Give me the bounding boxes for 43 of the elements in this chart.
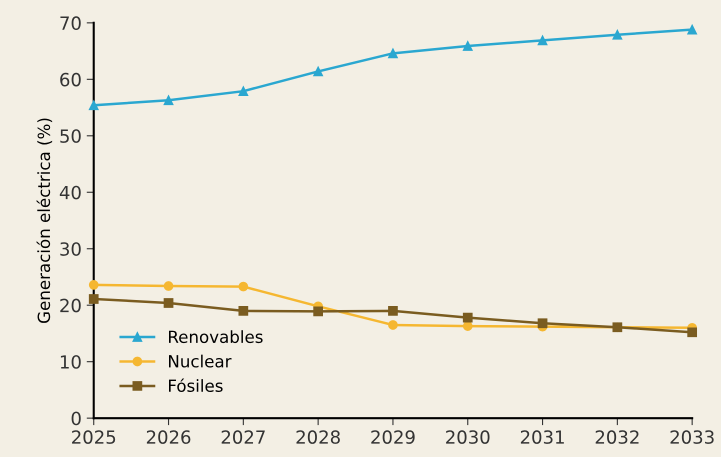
point — [388, 306, 398, 316]
point — [687, 327, 698, 338]
point — [88, 294, 99, 304]
point — [687, 24, 698, 34]
point — [612, 30, 622, 40]
point — [388, 320, 398, 330]
point — [462, 321, 473, 331]
x-tick-label: 2029 — [371, 430, 415, 444]
y-axis-title: Generación eléctrica (%) — [36, 118, 52, 323]
y-tick-label: 50 — [60, 129, 81, 143]
point — [164, 281, 174, 291]
x-tick-label: 2032 — [596, 430, 639, 444]
point — [88, 100, 99, 110]
y-tick-label: 20 — [60, 298, 81, 312]
y-tick-label: 70 — [60, 16, 81, 30]
point — [388, 48, 398, 58]
x-tick-label: 2028 — [296, 430, 340, 444]
point — [164, 298, 174, 308]
point — [238, 306, 248, 316]
point — [538, 318, 548, 328]
legend-label: Renovables — [169, 330, 263, 344]
x-tick-label: 2025 — [72, 430, 116, 444]
point — [88, 280, 99, 290]
legend-label: Nuclear — [169, 354, 232, 368]
y-tick-label: 30 — [60, 242, 81, 256]
point — [164, 95, 174, 106]
x-tick-label: 2027 — [222, 430, 265, 444]
y-tick-label: 40 — [60, 186, 81, 200]
point — [313, 66, 324, 76]
point — [538, 35, 548, 46]
x-tick-label: 2030 — [446, 430, 490, 444]
point — [462, 41, 473, 51]
legend-label: Fósiles — [169, 378, 223, 392]
point — [238, 86, 248, 96]
x-tick-label: 2026 — [146, 430, 190, 444]
y-tick-label: 0 — [72, 412, 81, 426]
point — [238, 282, 248, 292]
x-tick-label: 2031 — [520, 430, 564, 444]
x-tick-label: 2033 — [670, 430, 714, 444]
point — [462, 312, 473, 322]
y-tick-label: 10 — [60, 355, 81, 369]
point — [313, 306, 324, 316]
y-tick-label: 60 — [60, 72, 81, 86]
